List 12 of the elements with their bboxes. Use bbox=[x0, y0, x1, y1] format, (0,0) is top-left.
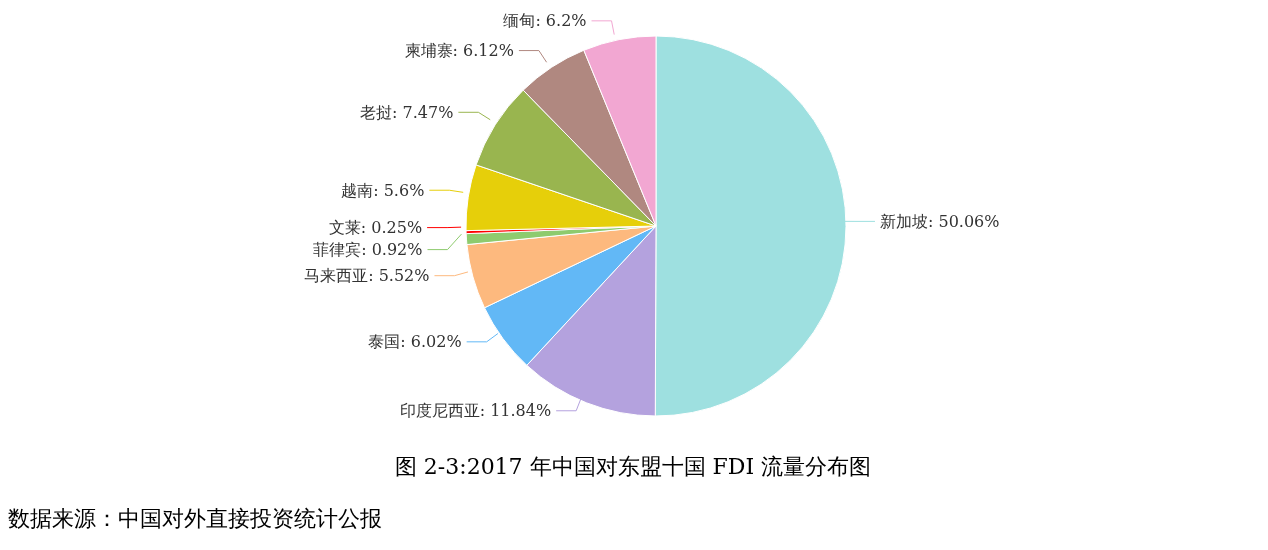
slice-label: 柬埔寨: 6.12% bbox=[404, 41, 514, 61]
slice-label: 越南: 5.6% bbox=[341, 180, 425, 200]
slice-label: 印度尼西亚: 11.84% bbox=[399, 401, 552, 421]
slice-label: 老挝: 7.47% bbox=[360, 102, 454, 122]
slice-label: 新加坡: 50.06% bbox=[880, 211, 1000, 231]
slice-label: 马来西亚: 5.52% bbox=[304, 266, 430, 286]
slice-label: 文莱: 0.25% bbox=[328, 218, 423, 238]
slice-label: 菲律宾: 0.92% bbox=[313, 240, 423, 260]
source-note: 数据来源：中国对外直接投资统计公报 bbox=[8, 505, 383, 533]
slice-label: 泰国: 6.02% bbox=[368, 332, 462, 352]
slice-label: 缅甸: 6.2% bbox=[503, 11, 587, 31]
text: 图 2-3:2017 年中国对东盟十国 FDI 流量分布图 bbox=[393, 453, 873, 481]
